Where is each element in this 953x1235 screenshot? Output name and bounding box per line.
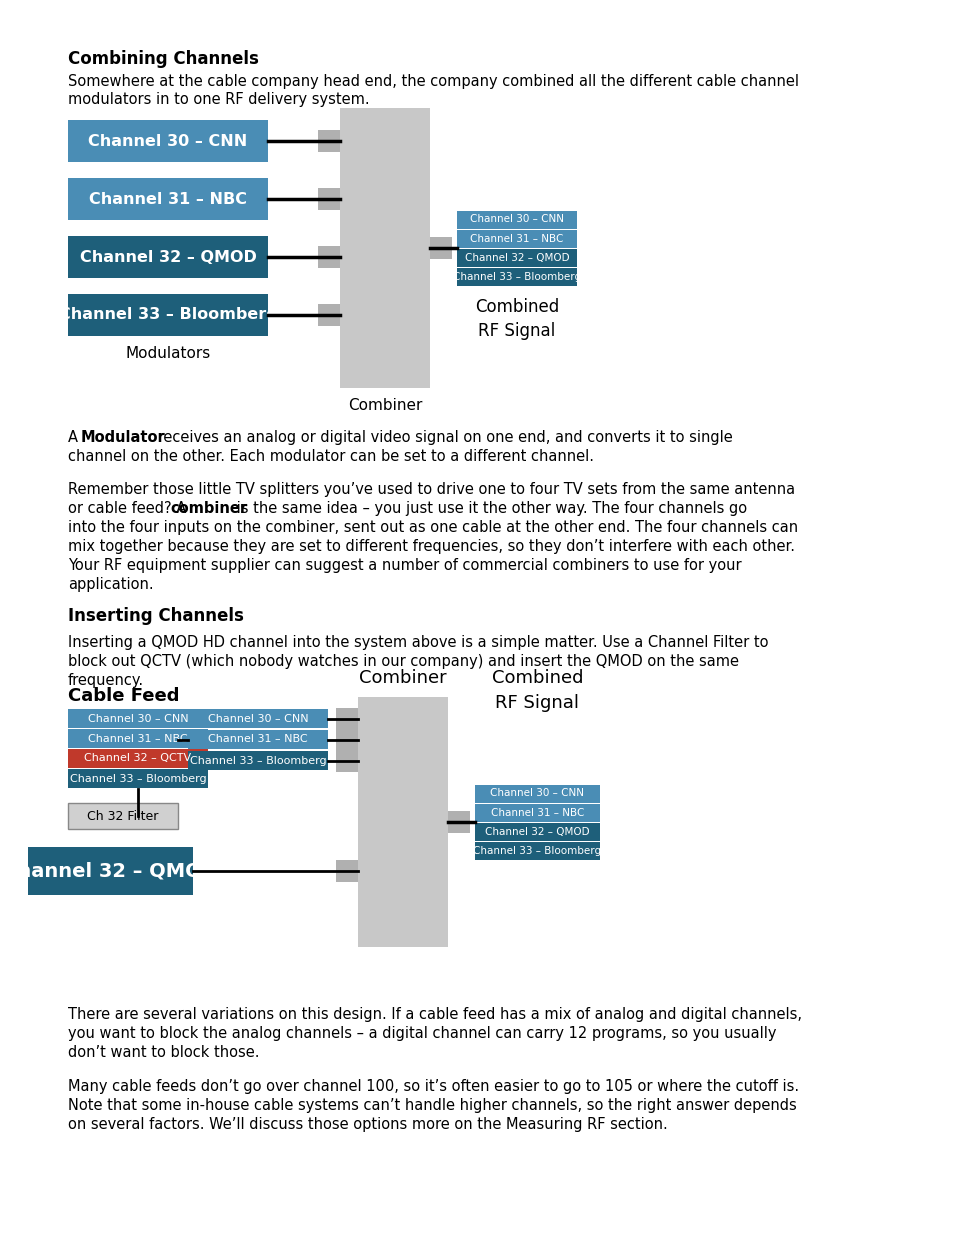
Bar xyxy=(68,294,268,336)
Bar xyxy=(339,107,430,388)
Text: mix together because they are set to different frequencies, so they don’t interf: mix together because they are set to dif… xyxy=(68,538,794,555)
Text: Channel 30 – CNN: Channel 30 – CNN xyxy=(88,714,188,724)
Text: block out QCTV (which nobody watches in our company) and insert the QMOD on the : block out QCTV (which nobody watches in … xyxy=(68,655,739,669)
Bar xyxy=(475,841,599,860)
Bar xyxy=(68,178,268,220)
Text: There are several variations on this design. If a cable feed has a mix of analog: There are several variations on this des… xyxy=(68,1007,801,1023)
Bar xyxy=(317,304,339,326)
Text: Ch 32 Filter: Ch 32 Filter xyxy=(88,809,158,823)
Text: Your RF equipment supplier can suggest a number of commercial combiners to use f: Your RF equipment supplier can suggest a… xyxy=(68,558,740,573)
Bar xyxy=(456,210,577,228)
Text: modulators in to one RF delivery system.: modulators in to one RF delivery system. xyxy=(68,91,369,107)
Bar xyxy=(68,120,268,162)
Bar xyxy=(448,811,470,832)
Bar xyxy=(68,709,208,727)
Text: on several factors. We’ll discuss those options more on the Measuring RF section: on several factors. We’ll discuss those … xyxy=(68,1116,667,1132)
Text: Channel 31 – NBC: Channel 31 – NBC xyxy=(490,808,583,818)
Bar xyxy=(475,804,599,821)
Text: Channel 32 – QMOD: Channel 32 – QMOD xyxy=(485,826,589,836)
Text: Channel 33 – Bloomberg: Channel 33 – Bloomberg xyxy=(58,308,277,322)
Text: you want to block the analog channels – a digital channel can carry 12 programs,: you want to block the analog channels – … xyxy=(68,1026,776,1041)
Text: Inserting Channels: Inserting Channels xyxy=(68,606,244,625)
Text: Combiner: Combiner xyxy=(348,398,422,412)
Text: Inserting a QMOD HD channel into the system above is a simple matter. Use a Chan: Inserting a QMOD HD channel into the sys… xyxy=(68,635,768,650)
Text: Combined
RF Signal: Combined RF Signal xyxy=(475,298,558,341)
Bar xyxy=(357,697,448,947)
Bar xyxy=(317,246,339,268)
Text: into the four inputs on the combiner, sent out as one cable at the other end. Th: into the four inputs on the combiner, se… xyxy=(68,520,798,535)
Bar xyxy=(68,803,178,829)
Text: Remember those little TV splitters you’ve used to drive one to four TV sets from: Remember those little TV splitters you’v… xyxy=(68,482,794,496)
Bar xyxy=(188,751,328,769)
Bar xyxy=(456,230,577,247)
Bar xyxy=(335,729,357,751)
Text: Channel 32 – QMOD: Channel 32 – QMOD xyxy=(79,249,256,264)
Text: Channel 33 – Bloomberg: Channel 33 – Bloomberg xyxy=(453,272,580,282)
Text: Channel 33 – Bloomberg: Channel 33 – Bloomberg xyxy=(70,773,206,783)
Bar xyxy=(335,750,357,772)
Bar xyxy=(317,130,339,152)
Text: Note that some in-house cable systems can’t handle higher channels, so the right: Note that some in-house cable systems ca… xyxy=(68,1098,796,1113)
Bar xyxy=(68,748,208,768)
Text: Modulators: Modulators xyxy=(125,346,211,361)
Text: channel on the other. Each modulator can be set to a different channel.: channel on the other. Each modulator can… xyxy=(68,450,594,464)
Text: Modulator: Modulator xyxy=(81,430,166,445)
Bar xyxy=(335,860,357,882)
Text: Somewhere at the cable company head end, the company combined all the different : Somewhere at the cable company head end,… xyxy=(68,74,799,89)
Bar xyxy=(456,268,577,285)
Bar xyxy=(188,709,328,727)
Text: Channel 31 – NBC: Channel 31 – NBC xyxy=(88,734,188,743)
Text: Channel 30 – CNN: Channel 30 – CNN xyxy=(208,714,308,724)
Text: Channel 30 – CNN: Channel 30 – CNN xyxy=(89,133,248,148)
Text: Combined
RF Signal: Combined RF Signal xyxy=(491,669,582,713)
Bar xyxy=(317,188,339,210)
Text: frequency.: frequency. xyxy=(68,673,144,688)
Text: is the same idea – you just use it the other way. The four channels go: is the same idea – you just use it the o… xyxy=(232,501,746,516)
Text: application.: application. xyxy=(68,577,153,592)
Bar xyxy=(430,237,452,259)
Text: Channel 30 – CNN: Channel 30 – CNN xyxy=(490,788,584,799)
Bar xyxy=(188,730,328,748)
Text: don’t want to block those.: don’t want to block those. xyxy=(68,1045,259,1060)
Text: Channel 31 – NBC: Channel 31 – NBC xyxy=(470,233,563,243)
Bar xyxy=(68,769,208,788)
Text: Many cable feeds don’t go over channel 100, so it’s often easier to go to 105 or: Many cable feeds don’t go over channel 1… xyxy=(68,1079,799,1094)
Text: Cable Feed: Cable Feed xyxy=(68,687,179,705)
Text: Channel 32 – QMOD: Channel 32 – QMOD xyxy=(464,252,569,263)
Text: combiner: combiner xyxy=(170,501,247,516)
Text: Channel 32 – QCTV: Channel 32 – QCTV xyxy=(85,753,192,763)
Text: Combiner: Combiner xyxy=(359,669,446,687)
Text: receives an analog or digital video signal on one end, and converts it to single: receives an analog or digital video sign… xyxy=(152,430,732,445)
Bar xyxy=(335,708,357,730)
Text: or cable feed? A: or cable feed? A xyxy=(68,501,191,516)
Text: Channel 31 – NBC: Channel 31 – NBC xyxy=(89,191,247,206)
Bar xyxy=(456,248,577,267)
Bar xyxy=(475,823,599,841)
Bar xyxy=(68,729,208,748)
Bar xyxy=(475,784,599,803)
Bar xyxy=(68,236,268,278)
Text: Combining Channels: Combining Channels xyxy=(68,49,258,68)
Text: Channel 31 – NBC: Channel 31 – NBC xyxy=(208,735,308,745)
Text: Channel 30 – CNN: Channel 30 – CNN xyxy=(470,215,563,225)
Text: Channel 33 – Bloomberg: Channel 33 – Bloomberg xyxy=(190,756,326,766)
Text: Channel 33 – Bloomberg: Channel 33 – Bloomberg xyxy=(473,846,601,856)
Text: A: A xyxy=(68,430,83,445)
Text: Channel 32 – QMOD: Channel 32 – QMOD xyxy=(3,862,217,881)
Bar xyxy=(28,847,193,895)
